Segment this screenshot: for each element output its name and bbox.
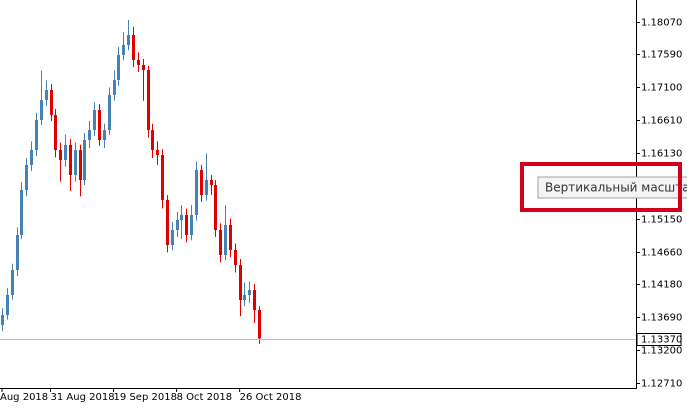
candle-body [50,90,53,116]
candle-body [142,64,145,71]
axes: 1.18070 1.17590 1.17100 1.16610 1.16130 1.151… [0,18,682,403]
candle-body [224,224,227,256]
candle-body [137,59,140,65]
y-tick-label: 1.12710 [641,379,682,390]
candle-body [98,110,101,140]
candle-body [64,144,67,160]
candle-body [35,119,38,151]
candle-body [185,215,188,236]
candle-body [200,170,203,196]
x-tick-label: Aug 2018 [0,392,48,403]
candle-body [210,179,213,185]
candle-body [79,150,82,180]
candle-body [219,230,222,256]
candle-body [243,295,246,300]
candle-body [30,150,33,165]
candle-body [88,130,91,140]
highlight-box [520,162,682,212]
candle-body [11,270,14,296]
candle-body [122,44,125,56]
y-tick-label: 1.13690 [641,313,682,324]
candle-body [74,150,77,176]
candle-body [16,235,19,271]
x-tick-label: 31 Aug 2018 [51,392,115,403]
candle-body [234,250,237,265]
tooltip-text: Вертикальный масштаб [545,181,687,195]
y-tick-label: 1.14180 [641,280,682,291]
y-tick-label: 1.15150 [641,215,682,226]
candle-body [205,179,208,196]
candle-body [171,230,174,245]
candle-body [45,90,48,100]
candle-body [6,295,9,316]
candle-body [214,184,217,231]
y-tick-label: 1.16130 [641,149,682,160]
candle-body [93,110,96,131]
candle-body [161,155,164,200]
tooltip-box [537,176,687,199]
candle-body [166,199,169,245]
candle-body [156,150,159,156]
x-tick-label: 26 Oct 2018 [240,392,302,403]
candle-body [127,35,130,45]
y-tick-label: 1.14660 [641,248,682,259]
candle-body [54,115,57,151]
candle-body [147,70,150,131]
candle-body [117,55,120,80]
current-price-label: 1.13370 [641,335,682,346]
candle-body [132,35,135,60]
y-tick-label: 1.17100 [641,83,682,94]
y-tick-label: 1.18070 [641,18,682,29]
candle-body [108,95,111,131]
candle-body [1,315,4,325]
candle-body [69,144,72,176]
y-tick-label: 1.13200 [641,346,682,357]
candle-body [83,139,86,180]
candles [1,19,261,344]
candle-body [176,219,179,231]
tooltip-group: Вертикальный масштаб [520,162,687,212]
candle-body [195,170,198,216]
current-price-box [636,333,682,346]
x-tick-label: 19 Sep 2018 [114,392,177,403]
candle-body [20,190,23,236]
y-tick-label: 1.16610 [641,116,682,127]
candle-body [258,310,261,339]
candle-body [40,99,43,120]
candle-body [180,215,183,220]
candle-body [190,215,193,236]
y-tick-label: 1.17590 [641,50,682,61]
candle-body [103,130,106,140]
candle-body [239,264,242,300]
candle-body [25,164,28,191]
candle-body [229,224,232,251]
candle-body [59,150,62,160]
candle-body [151,130,154,151]
x-tick-label: 8 Oct 2018 [177,392,232,403]
candle-body [113,79,116,96]
candle-body [248,290,251,296]
candle-body [253,290,256,311]
